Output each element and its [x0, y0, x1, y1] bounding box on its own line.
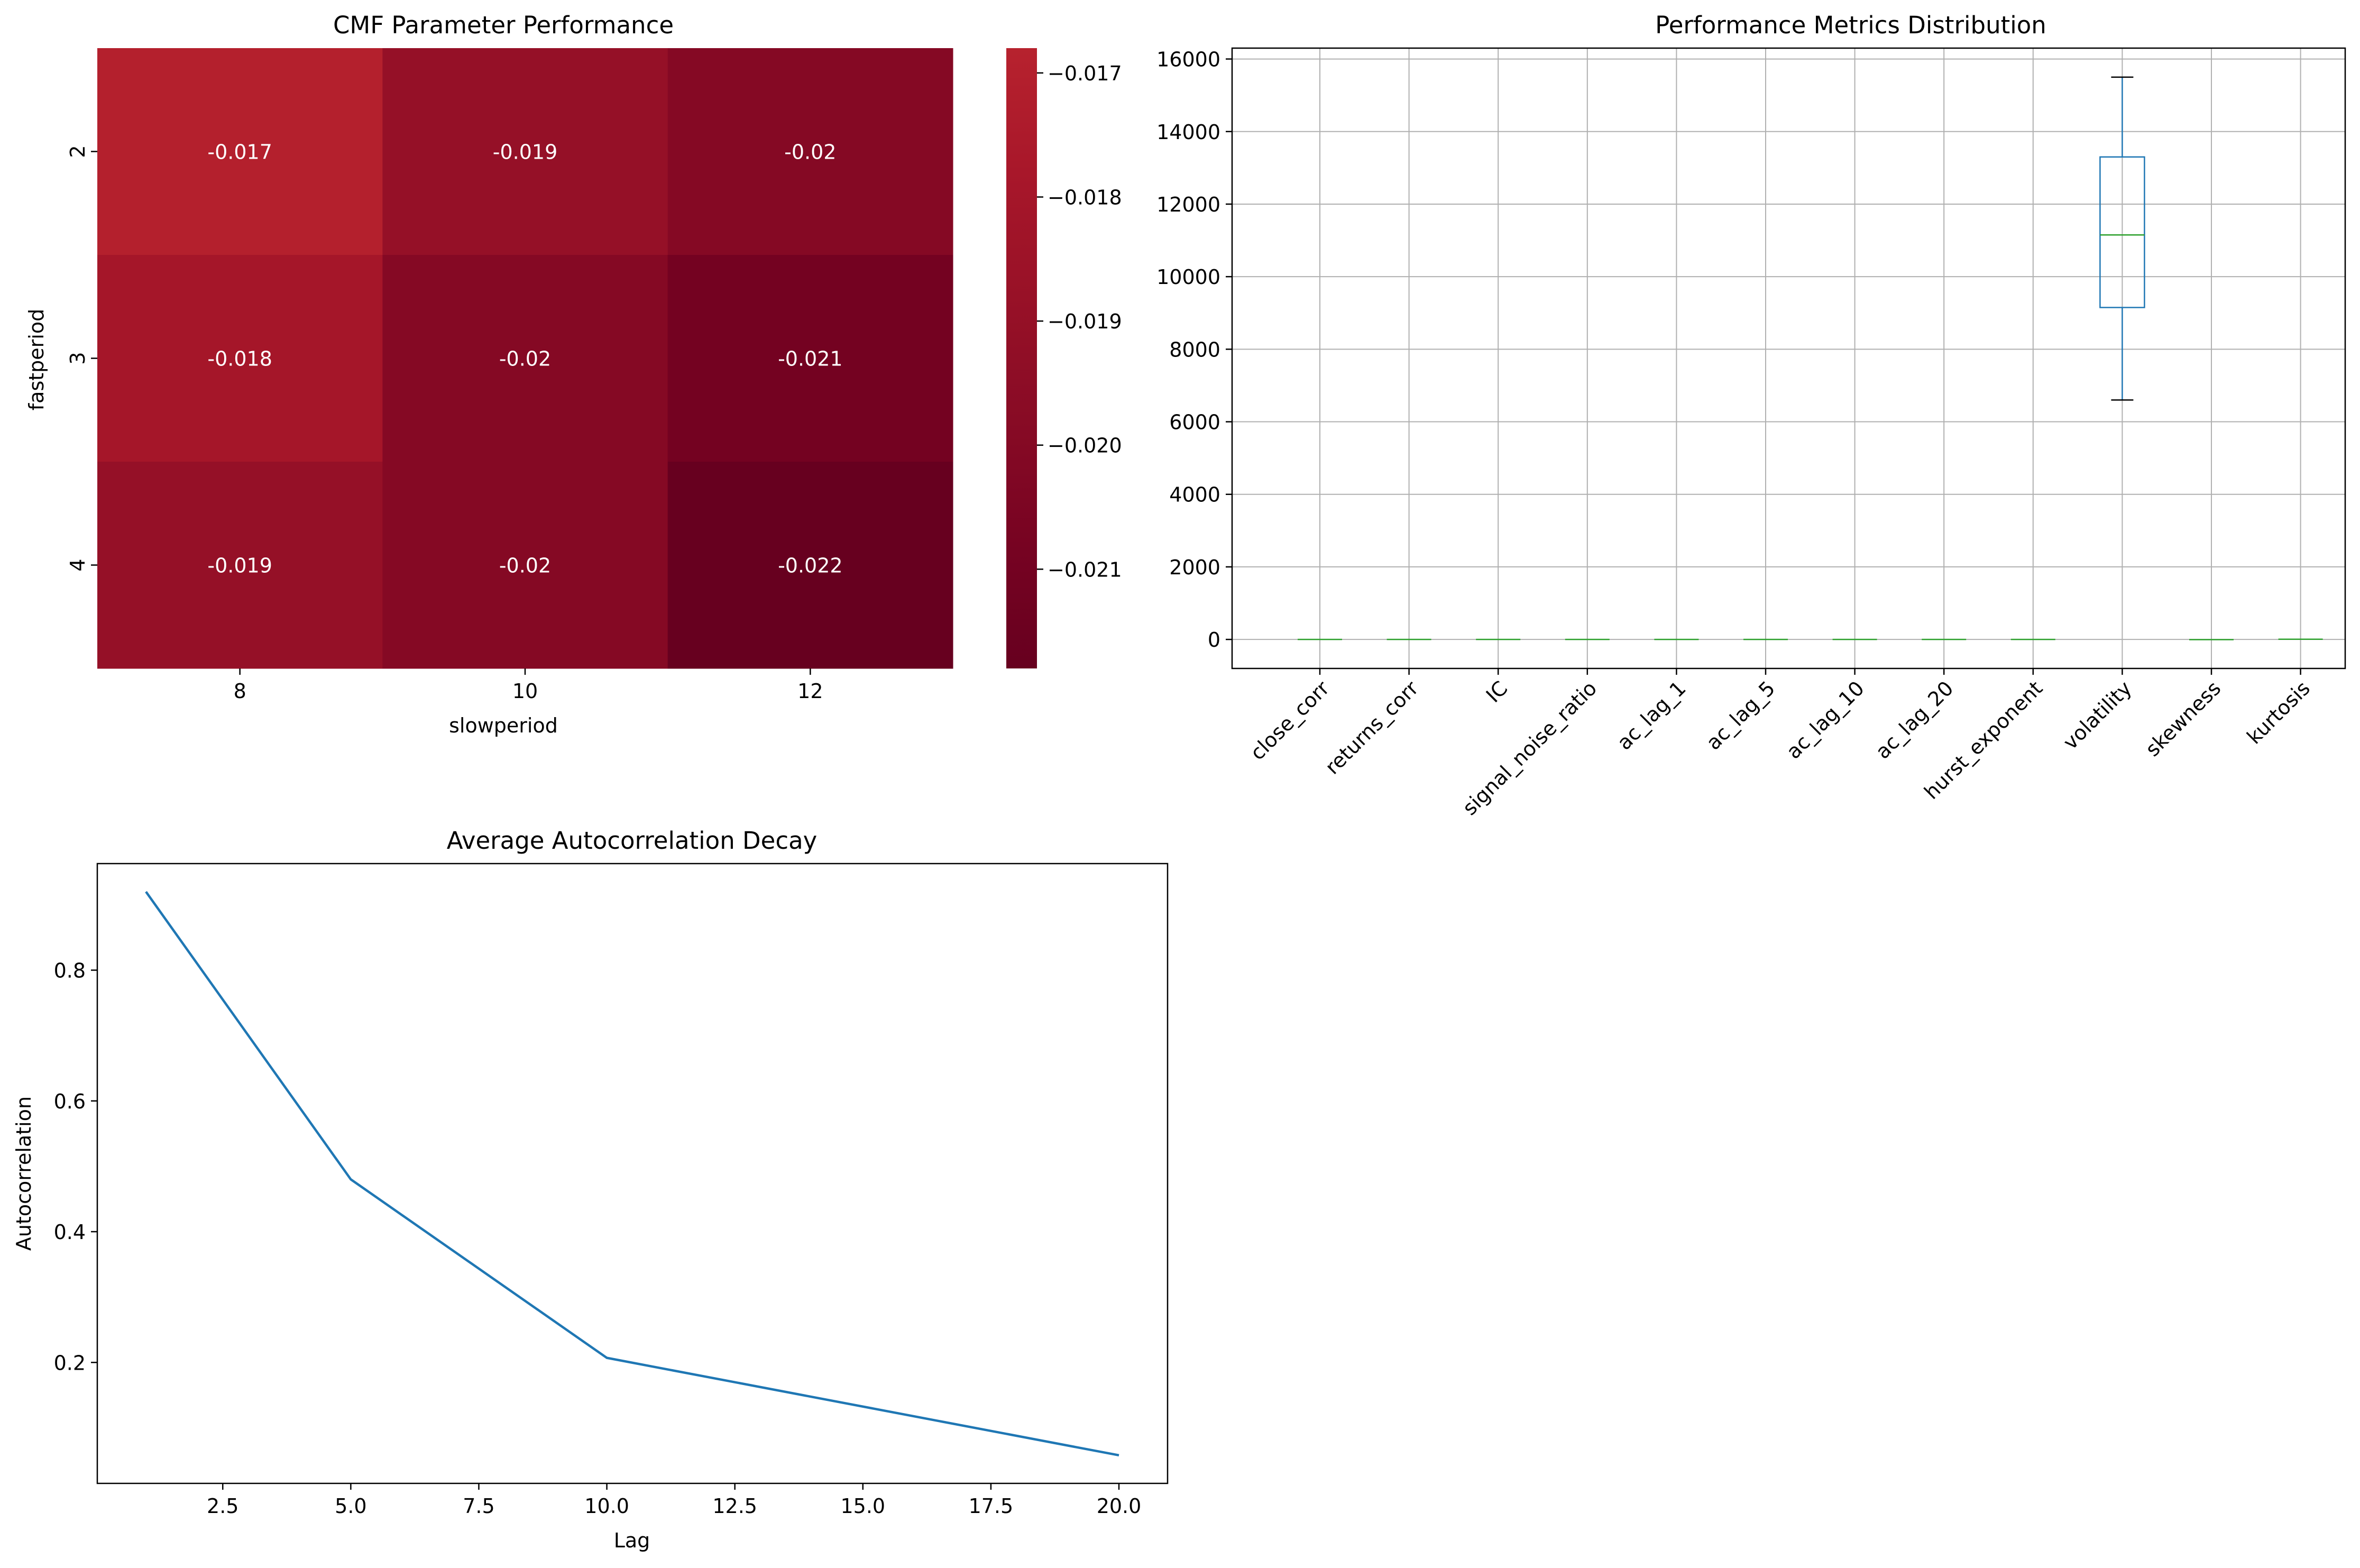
colorbar-tick-label: −0.018 — [1048, 186, 1122, 209]
heatmap-cell-label: -0.02 — [784, 141, 836, 164]
boxplot-title: Performance Metrics Distribution — [1655, 11, 2046, 39]
heatmap-x-tick-label: 8 — [234, 680, 246, 703]
boxplot-y-tick-label: 8000 — [1169, 338, 1220, 361]
line-series-path — [145, 891, 1119, 1457]
heatmap-cells: -0.017 -0.019 -0.02 -0.018 -0.02 -0.021 -0.019… — [97, 48, 953, 669]
line-panel: Average Autocorrelation Decay 2.5 5.0 7.5 1… — [12, 827, 1169, 1552]
colorbar-tick-label: −0.020 — [1048, 434, 1122, 457]
boxplot-y-tick-label: 2000 — [1169, 556, 1220, 579]
colorbar-tick-label: −0.021 — [1048, 558, 1122, 581]
heatmap-cell — [667, 48, 953, 255]
heatmap-cell — [97, 462, 383, 669]
heatmap-y-tick-label: 4 — [66, 558, 89, 571]
heatmap-cell — [667, 462, 953, 669]
boxplot-frame — [1231, 47, 2346, 670]
line-x-tick-label: 12.5 — [712, 1494, 757, 1518]
heatmap-colorbar: −0.017 −0.018 −0.019 −0.020 −0.021 — [1006, 48, 1122, 668]
heatmap-x-tick-label: 12 — [797, 680, 823, 703]
heatmap-cell-label: -0.018 — [207, 347, 272, 371]
boxplot-y-tick-label: 12000 — [1156, 193, 1220, 216]
heatmap-y-ticks: 2 3 4 — [66, 145, 97, 572]
line-title: Average Autocorrelation Decay — [447, 827, 818, 855]
heatmap-x-label: slowperiod — [449, 714, 558, 737]
line-x-tick-label: 10.0 — [584, 1494, 629, 1518]
line-y-label: Autocorrelation — [12, 1096, 35, 1251]
boxplot-y-tick-label: 4000 — [1169, 483, 1220, 507]
boxplot-box — [2099, 156, 2145, 308]
heatmap-cell — [667, 255, 953, 462]
heatmap-cell-label: -0.019 — [207, 554, 272, 577]
line-x-tick-label: 20.0 — [1097, 1494, 1142, 1518]
boxplot-y-ticks: 0 2000 4000 6000 8000 10000 12000 14000 16000 — [1156, 48, 1232, 652]
line-x-label: Lag — [614, 1529, 650, 1552]
line-x-tick-label: 17.5 — [969, 1494, 1014, 1518]
boxplot-y-tick-label: 6000 — [1169, 411, 1220, 434]
heatmap-x-tick-label: 10 — [512, 680, 538, 703]
heatmap-y-tick-label: 3 — [66, 352, 89, 364]
heatmap-cell-label: -0.019 — [493, 141, 558, 164]
line-x-tick-label: 15.0 — [840, 1494, 885, 1518]
colorbar-tick-label: −0.017 — [1048, 62, 1122, 85]
heatmap-x-ticks: 8 10 12 — [234, 668, 823, 703]
heatmap-cell — [382, 255, 668, 462]
line-x-tick-label: 5.0 — [335, 1494, 366, 1518]
boxplot-y-tick-label: 10000 — [1156, 265, 1220, 289]
line-x-tick-label: 2.5 — [207, 1494, 238, 1518]
heatmap-cell — [382, 462, 668, 669]
line-y-tick-label: 0.2 — [54, 1351, 86, 1374]
heatmap-cell-label: -0.022 — [778, 554, 843, 577]
line-series — [145, 891, 1119, 1457]
colorbar-tick-label: −0.019 — [1048, 310, 1122, 333]
line-y-tick-label: 0.4 — [54, 1221, 86, 1244]
heatmap-cell — [382, 48, 668, 255]
heatmap-cell — [97, 255, 383, 462]
heatmap-cell-label: -0.017 — [207, 141, 272, 164]
heatmap-title: CMF Parameter Performance — [333, 11, 674, 39]
boxplot-y-tick-label: 0 — [1208, 628, 1220, 652]
boxplot-y-tick-label: 16000 — [1156, 48, 1220, 71]
heatmap-cell-label: -0.02 — [499, 554, 551, 577]
boxplot-boxes — [1298, 76, 2323, 640]
line-frame — [96, 863, 1169, 1484]
heatmap-y-label: fastperiod — [25, 309, 48, 410]
heatmap-cell-label: -0.02 — [499, 347, 551, 371]
heatmap-cell-label: -0.021 — [778, 347, 843, 371]
line-x-tick-label: 7.5 — [463, 1494, 494, 1518]
line-y-tick-label: 0.8 — [54, 959, 86, 983]
colorbar-bar — [1006, 48, 1037, 668]
heatmap-cell — [97, 48, 383, 255]
boxplot-y-tick-label: 14000 — [1156, 121, 1220, 144]
line-ticks: 2.5 5.0 7.5 10.0 12.5 15.0 17.5 20.0 0.2 0.4 0.6 0.… — [54, 959, 1142, 1518]
line-y-tick-label: 0.6 — [54, 1090, 86, 1113]
heatmap-panel: CMF Parameter Performance -0.017 -0.019 -0… — [25, 11, 1122, 737]
boxplot-grid — [1232, 48, 2345, 668]
heatmap-y-tick-label: 2 — [66, 145, 89, 158]
